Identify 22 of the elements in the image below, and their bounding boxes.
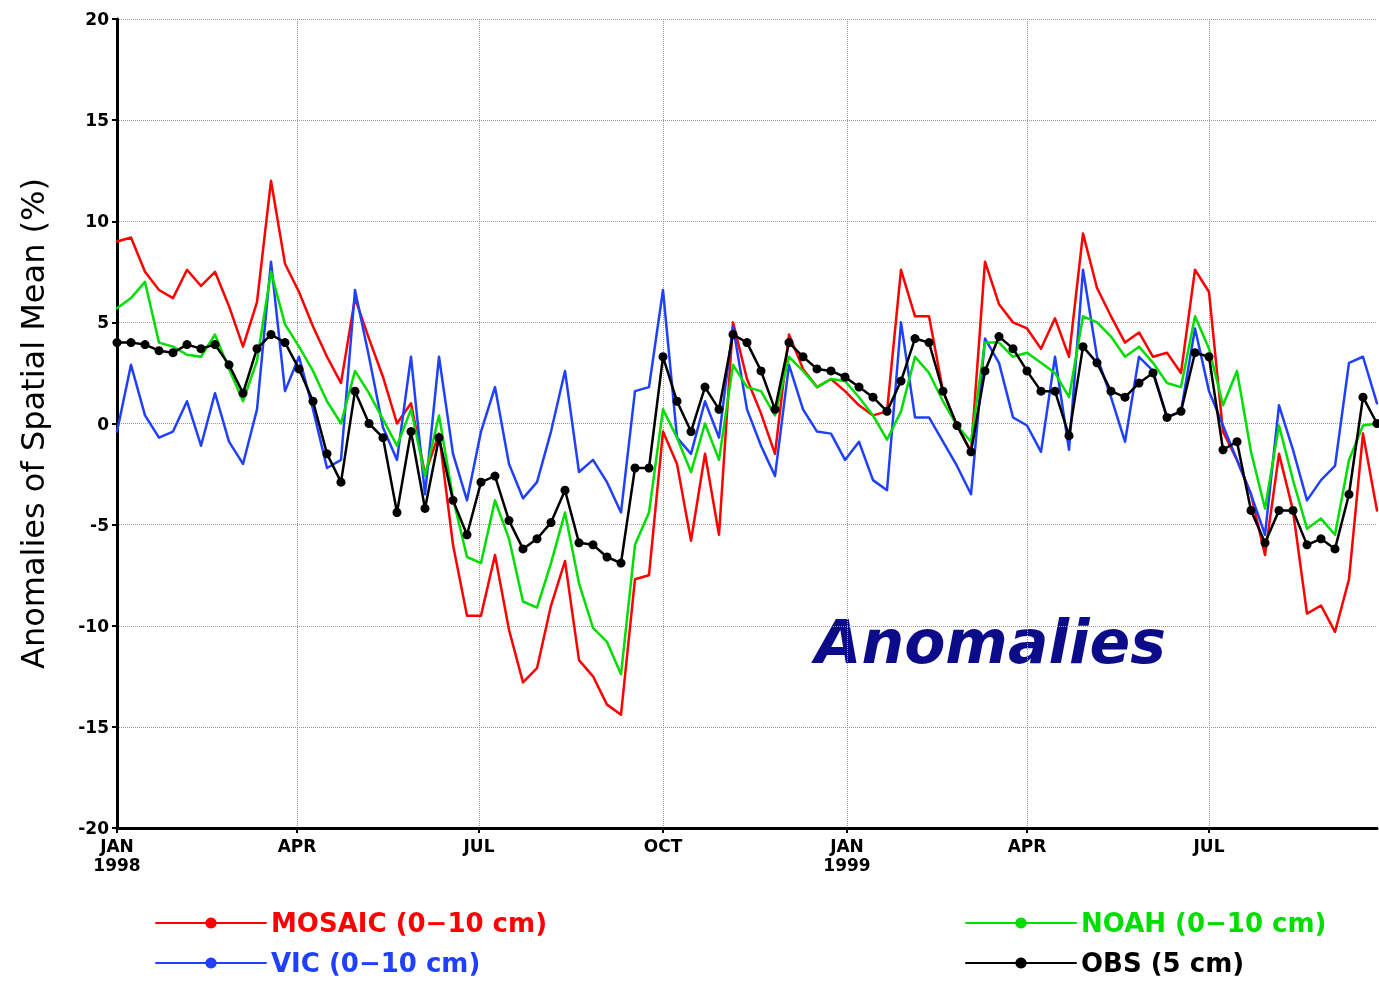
x-tick-label: JUL <box>1192 835 1225 856</box>
y-tick-label: 20 <box>85 9 110 29</box>
y-tick-label: -20 <box>78 818 110 838</box>
x-tick-label: JAN 1998 <box>93 835 141 875</box>
annotation: Anomalies <box>811 607 1166 677</box>
legend-label: VIC (0−10 cm) <box>271 948 481 978</box>
y-tick-label: -15 <box>78 716 109 737</box>
y-tick-label: -10 <box>78 615 110 636</box>
legend-label: OBS (5 cm) <box>1081 948 1245 978</box>
y-tick-label: 5 <box>97 312 109 333</box>
y-tick-label: 0 <box>97 413 110 434</box>
x-tick-label: OCT <box>643 835 683 856</box>
x-tick-label: APR <box>1007 835 1047 856</box>
legend-label: NOAH (0−10 cm) <box>1081 908 1327 938</box>
y-tick-label: 10 <box>85 211 110 232</box>
x-tick-label: JUL <box>462 835 495 856</box>
y-tick-label: 15 <box>85 110 109 131</box>
y-axis-title: Anomalies of Spatial Mean (%) <box>14 178 52 669</box>
y-tick-label: -5 <box>90 514 109 535</box>
x-tick-label: APR <box>277 835 317 856</box>
x-tick-label: JAN 1999 <box>823 835 871 875</box>
legend-label: MOSAIC (0−10 cm) <box>271 908 548 938</box>
